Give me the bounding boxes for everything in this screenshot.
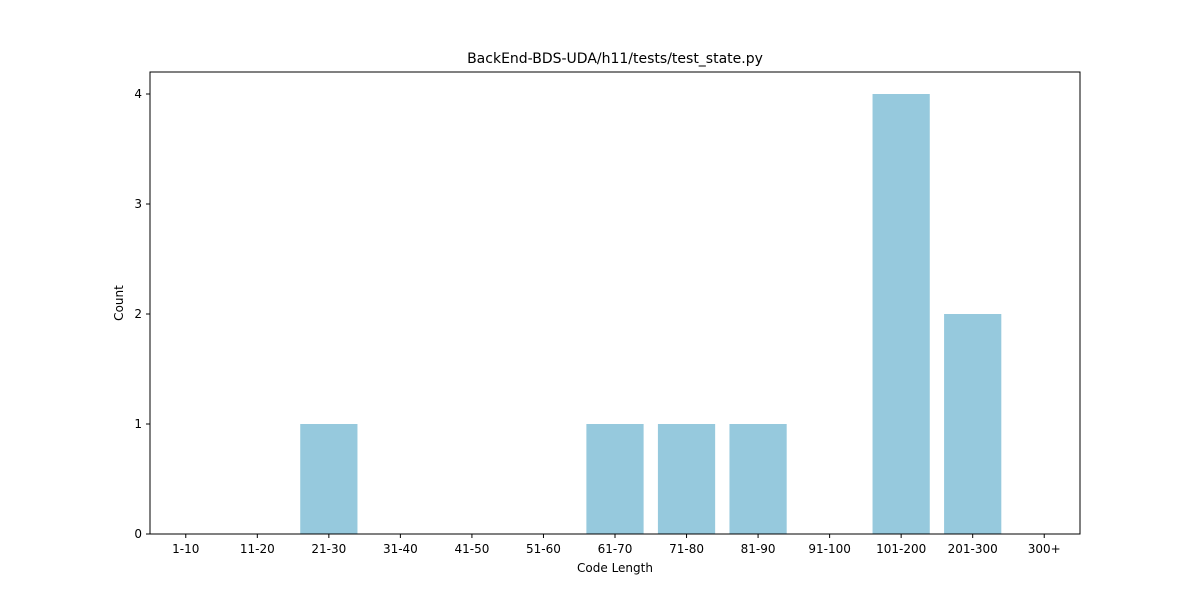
x-tick-label: 11-20 — [240, 542, 275, 556]
x-tick-label: 201-300 — [948, 542, 998, 556]
x-axis-ticks: 1-10 11-20 21-30 31-40 41-50 51-60 61-70 71-80 8… — [172, 534, 1061, 556]
y-axis-label: Count — [112, 285, 126, 321]
bars-group — [300, 94, 1002, 534]
y-tick-label: 3 — [134, 197, 142, 211]
x-tick-label: 81-90 — [741, 542, 776, 556]
bar-21-30 — [300, 424, 358, 534]
x-tick-label: 61-70 — [598, 542, 633, 556]
y-tick-label: 1 — [134, 417, 142, 431]
x-tick-label: 1-10 — [172, 542, 199, 556]
bar-71-80 — [657, 424, 716, 534]
y-axis-ticks: 0 1 2 3 4 — [134, 87, 150, 541]
chart-title: BackEnd-BDS-UDA/h11/tests/test_state.py — [467, 51, 763, 67]
x-tick-label: 41-50 — [454, 542, 489, 556]
x-tick-label: 71-80 — [669, 542, 704, 556]
bar-61-70 — [586, 424, 644, 534]
y-tick-label: 0 — [134, 527, 142, 541]
bar-201-300 — [944, 314, 1002, 534]
x-tick-label: 51-60 — [526, 542, 561, 556]
bar-81-90 — [729, 424, 787, 534]
x-tick-label: 101-200 — [876, 542, 926, 556]
bar-101-200 — [872, 94, 930, 534]
x-tick-label: 91-100 — [808, 542, 851, 556]
y-tick-label: 4 — [134, 87, 142, 101]
x-axis-label: Code Length — [577, 561, 653, 575]
y-tick-label: 2 — [134, 307, 142, 321]
x-tick-label: 31-40 — [383, 542, 418, 556]
x-tick-label: 300+ — [1028, 542, 1061, 556]
x-tick-label: 21-30 — [311, 542, 346, 556]
